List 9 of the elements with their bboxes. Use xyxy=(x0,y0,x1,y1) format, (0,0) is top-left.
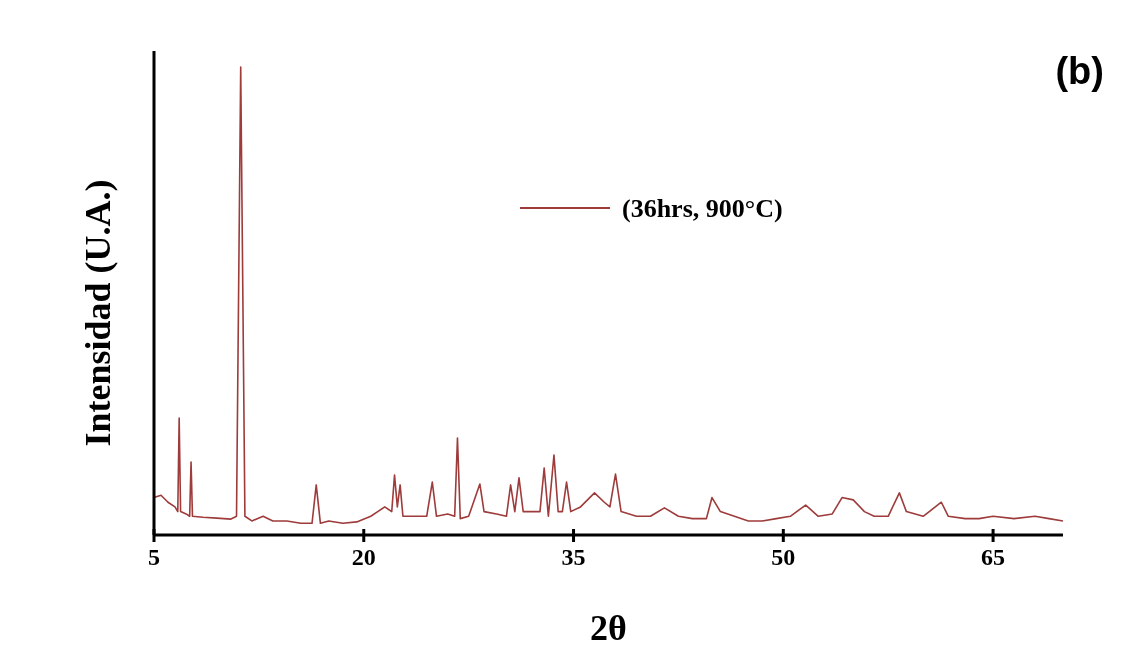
x-tick-label: 50 xyxy=(771,544,796,570)
x-tick-label: 5 xyxy=(148,544,160,570)
annotation: (b) xyxy=(1055,50,1104,92)
x-tick-label: 65 xyxy=(981,544,1006,570)
x-tick-label: 35 xyxy=(561,544,586,570)
x-tick-label: 20 xyxy=(351,544,376,570)
legend-label: (36hrs, 900°C) xyxy=(622,194,783,223)
y-axis-title: Intensidad (U.A.) xyxy=(78,179,118,447)
x-axis-title: 2θ xyxy=(590,608,627,648)
